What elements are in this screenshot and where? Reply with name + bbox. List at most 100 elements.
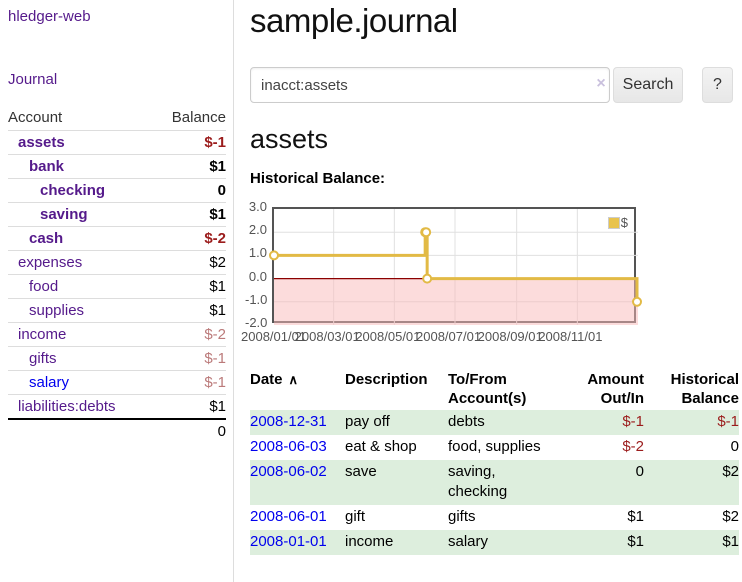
account-row-supplies: supplies $1 (8, 297, 226, 322)
account-balance: $-2 (152, 321, 226, 346)
account-balance: $1 (152, 297, 226, 322)
transaction-accounts: food, supplies (448, 438, 541, 455)
x-tick-label: 2008/11/01 (538, 329, 603, 344)
data-point-marker (422, 273, 433, 284)
transaction-amount: $-1 (560, 410, 644, 435)
legend-swatch-icon (607, 216, 620, 229)
transaction-amount: $1 (627, 508, 644, 525)
transaction-balance: $1 (644, 530, 739, 555)
account-balance: 0 (152, 177, 226, 202)
transaction-date-link[interactable]: 2008-06-02 (250, 463, 327, 480)
transaction-description: income (345, 530, 448, 555)
y-tick-label: -1.0 (245, 291, 268, 307)
x-tick-label: 2008/07/01 (416, 329, 482, 344)
account-row-liabilities-debts: liabilities:debts $1 (8, 393, 226, 419)
transaction-balance: $2 (644, 460, 739, 505)
account-link-assets[interactable]: assets (18, 133, 65, 151)
y-tick-label: 3.0 (248, 199, 267, 214)
account-link-saving[interactable]: saving (40, 205, 88, 223)
account-column-header: Account (8, 109, 63, 127)
account-row-saving: saving $1 (8, 201, 226, 226)
chart-title: Historical Balance: (250, 170, 386, 187)
account-balance: $1 (152, 153, 226, 178)
y-tick-label: -2.0 (245, 315, 268, 330)
register-row: 2008-06-03 eat & shop food, supplies $-2… (250, 435, 739, 460)
transaction-amount: $-2 (622, 438, 644, 455)
account-link-bank[interactable]: bank (29, 157, 65, 175)
account-balance: $-1 (152, 129, 226, 154)
account-row-assets: assets $-1 (8, 129, 226, 154)
clear-search-icon[interactable]: × (596, 75, 606, 92)
account-balance: $-1 (152, 345, 226, 370)
accounts-table: Account Balance assets $-1 bank $1 check… (8, 106, 226, 443)
search-input[interactable] (250, 67, 610, 103)
app-brand-link[interactable]: hledger-web (8, 8, 91, 25)
transaction-balance: 0 (730, 438, 739, 455)
x-tick-label: 2008/05/01 (355, 329, 421, 344)
account-row-checking: checking 0 (8, 177, 226, 202)
register-header-row: Date ∧ Description To/From Account(s) Amo… (250, 368, 739, 410)
transaction-date-link[interactable]: 2008-12-31 (250, 413, 327, 430)
main-content: sample.journal × Search ? assets Histori… (241, 0, 742, 582)
transaction-amount: $1 (560, 530, 644, 555)
x-tick-label: 2008/09/01 (477, 329, 543, 344)
accounts-header-row: Account Balance (8, 106, 226, 130)
account-link-cash[interactable]: cash (29, 229, 64, 247)
register-row: 2008-12-31 pay off debts $-1 $-1 (250, 410, 739, 435)
sidebar-item-journal[interactable]: Journal (8, 71, 58, 88)
account-link-liabilities-debts[interactable]: liabilities:debts (18, 397, 116, 415)
date-column-header[interactable]: Date ∧ (250, 371, 299, 388)
balance-chart-plot[interactable]: $ (269, 207, 643, 325)
sidebar: hledger-web Journal Account Balance asse… (0, 0, 233, 582)
transaction-description: pay off (345, 410, 448, 435)
register-table: Date ∧ Description To/From Account(s) Amo… (250, 368, 739, 555)
transaction-description: eat & shop (345, 438, 417, 455)
transaction-date-link[interactable]: 2008-01-01 (250, 533, 327, 550)
account-balance: $-2 (152, 225, 226, 250)
transaction-date-link[interactable]: 2008-06-03 (250, 438, 327, 455)
account-row-bank: bank $1 (8, 153, 226, 178)
sort-ascending-icon: ∧ (288, 372, 299, 387)
data-point-marker (269, 250, 279, 261)
transaction-accounts: debts (448, 410, 560, 435)
y-tick-label: 2.0 (248, 222, 267, 238)
account-balance: $2 (152, 249, 226, 274)
account-link-expenses[interactable]: expenses (18, 253, 83, 271)
help-button[interactable]: ? (702, 67, 733, 103)
account-row-gifts: gifts $-1 (8, 345, 226, 370)
account-row-cash: cash $-2 (8, 225, 226, 250)
y-axis-labels: 3.0 2.0 1.0 0.0 -1.0 -2.0 (245, 200, 268, 330)
transaction-accounts: gifts (448, 508, 476, 525)
accounts-total-value: 0 (152, 417, 226, 443)
account-link-salary[interactable]: salary (29, 373, 70, 391)
balance-column-header: Balance (171, 109, 226, 127)
register-row: 2008-01-01 income salary $1 $1 (250, 530, 739, 555)
search-button[interactable]: Search (613, 67, 683, 103)
transaction-date-link[interactable]: 2008-06-01 (250, 508, 327, 525)
x-tick-label: 2008/01/01 (241, 329, 307, 344)
account-balance: $1 (152, 201, 226, 226)
chart-legend: $ (605, 214, 630, 231)
transaction-amount: 0 (560, 460, 644, 505)
transaction-balance: $-1 (644, 410, 739, 435)
transaction-balance: $2 (722, 508, 739, 525)
y-tick-label: 0.0 (248, 268, 267, 284)
legend-label: $ (620, 215, 628, 230)
balance-column-header: Historical Balance (670, 371, 739, 407)
account-link-income[interactable]: income (18, 325, 67, 343)
transaction-description: save (345, 460, 448, 505)
account-link-food[interactable]: food (29, 277, 59, 295)
account-link-supplies[interactable]: supplies (29, 301, 85, 319)
data-point-marker (632, 296, 643, 307)
account-link-gifts[interactable]: gifts (29, 349, 57, 367)
amount-column-header: Amount Out/In (587, 371, 644, 407)
account-row-food: food $1 (8, 273, 226, 298)
transaction-accounts: saving, checking (448, 460, 560, 505)
transaction-accounts: salary (448, 530, 560, 555)
accounts-column-header: To/From Account(s) (448, 371, 527, 407)
description-column-header: Description (345, 371, 428, 388)
account-link-checking[interactable]: checking (40, 181, 106, 199)
register-row: 2008-06-01 gift gifts $1 $2 (250, 505, 739, 530)
page-title: sample.journal (250, 2, 458, 39)
